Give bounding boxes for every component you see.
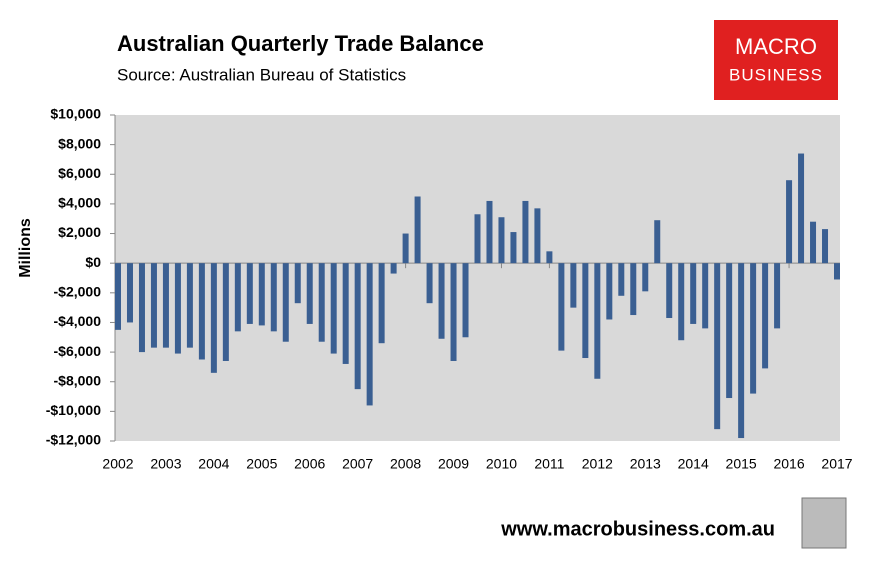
- bar: [522, 200, 529, 264]
- bar: [726, 263, 733, 399]
- bar: [426, 263, 433, 304]
- x-tick-label: 2010: [486, 456, 517, 472]
- bar: [570, 263, 577, 308]
- chart-subtitle: Source: Australian Bureau of Statistics: [117, 65, 406, 84]
- bar: [642, 263, 649, 292]
- bar: [198, 263, 205, 360]
- bar: [702, 263, 709, 329]
- bar: [606, 263, 613, 320]
- bar: [534, 208, 541, 264]
- bar: [450, 263, 457, 361]
- y-tick-label: -$2,000: [54, 284, 102, 300]
- bar: [366, 263, 373, 406]
- bar: [654, 220, 661, 264]
- bar: [678, 263, 685, 341]
- footer-url: www.macrobusiness.com.au: [500, 518, 775, 540]
- bar: [282, 263, 289, 342]
- bar: [138, 263, 145, 353]
- bar: [474, 214, 481, 264]
- y-tick-label: $8,000: [58, 135, 101, 151]
- bar: [342, 263, 349, 364]
- bar: [762, 263, 769, 369]
- bar: [210, 263, 217, 373]
- x-tick-label: 2005: [246, 456, 277, 472]
- y-tick-label: -$8,000: [54, 372, 102, 388]
- x-tick-label: 2009: [438, 456, 469, 472]
- bar: [582, 263, 589, 359]
- x-tick-label: 2013: [630, 456, 661, 472]
- x-tick-label: 2016: [773, 456, 804, 472]
- bar: [738, 263, 745, 439]
- bar: [330, 263, 337, 354]
- logo-text: BUSINESS: [729, 65, 823, 84]
- bar: [354, 263, 361, 390]
- bar: [115, 263, 121, 330]
- y-tick-label: $0: [85, 254, 101, 270]
- bar: [438, 263, 445, 339]
- bar: [186, 263, 193, 348]
- bar: [546, 251, 553, 264]
- bar: [498, 217, 505, 264]
- bar: [390, 263, 397, 274]
- wolf-icon: [801, 497, 847, 549]
- x-tick-label: 2012: [582, 456, 613, 472]
- x-tick-label: 2003: [150, 456, 181, 472]
- bar: [666, 263, 673, 319]
- bar: [786, 180, 793, 264]
- bar: [246, 263, 253, 324]
- y-tick-label: $2,000: [58, 224, 101, 240]
- x-tick-label: 2011: [534, 456, 564, 472]
- y-tick-label: -$6,000: [54, 343, 102, 359]
- bar: [810, 221, 817, 264]
- chart-title: Australian Quarterly Trade Balance: [117, 31, 484, 56]
- y-tick-label: $10,000: [50, 106, 101, 122]
- x-tick-label: 2007: [342, 456, 373, 472]
- y-axis-label: Millions: [17, 218, 34, 278]
- logo-box: [714, 20, 838, 100]
- bar: [270, 263, 277, 332]
- bar: [294, 263, 301, 304]
- bar: [258, 263, 265, 326]
- bar: [150, 263, 157, 348]
- bar: [174, 263, 181, 354]
- bar: [378, 263, 385, 344]
- bar: [126, 263, 133, 323]
- bar: [414, 196, 421, 264]
- y-tick-label: -$10,000: [46, 402, 101, 418]
- bar: [162, 263, 169, 348]
- bar: [822, 229, 829, 264]
- bar: [594, 263, 601, 379]
- bar: [690, 263, 697, 324]
- y-tick-label: $6,000: [58, 165, 101, 181]
- bar: [798, 153, 805, 264]
- bar: [318, 263, 325, 342]
- y-tick-label: -$4,000: [54, 313, 102, 329]
- bar: [714, 263, 721, 430]
- logo-text: MACRO: [735, 34, 817, 59]
- bar: [774, 263, 781, 329]
- bar: [222, 263, 229, 361]
- bar: [834, 263, 840, 280]
- x-tick-label: 2017: [821, 456, 852, 472]
- x-tick-label: 2015: [726, 456, 757, 472]
- y-tick-label: -$12,000: [46, 432, 101, 448]
- bar: [510, 232, 517, 264]
- x-tick-label: 2006: [294, 456, 325, 472]
- y-tick-label: $4,000: [58, 195, 101, 211]
- bar: [462, 263, 469, 338]
- bar: [750, 263, 757, 394]
- bar: [618, 263, 625, 296]
- bar: [486, 200, 493, 264]
- x-tick-label: 2002: [102, 456, 133, 472]
- bar: [558, 263, 565, 351]
- bar: [402, 233, 409, 264]
- bar: [306, 263, 313, 324]
- x-tick-label: 2014: [678, 456, 709, 472]
- x-tick-label: 2008: [390, 456, 421, 472]
- bar: [630, 263, 637, 316]
- bar: [234, 263, 241, 332]
- x-tick-label: 2004: [198, 456, 229, 472]
